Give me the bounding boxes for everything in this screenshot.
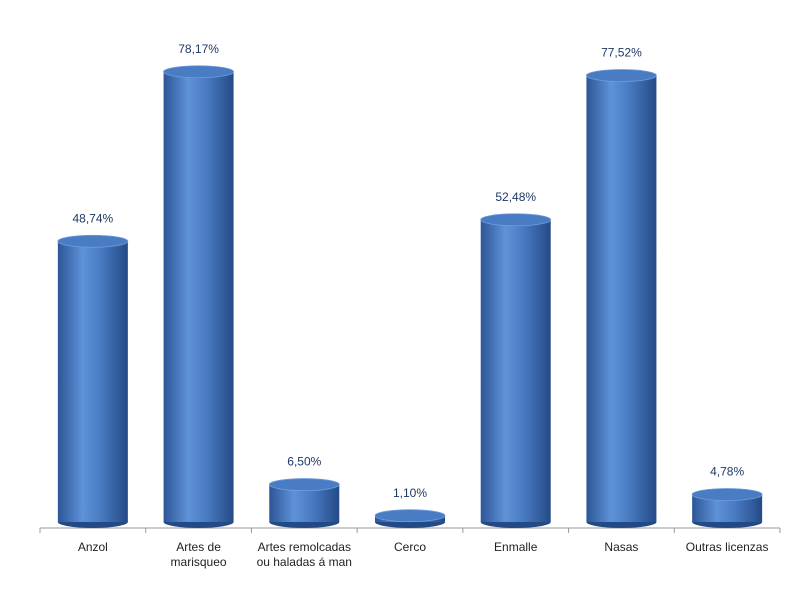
bar-cap [268, 478, 340, 491]
bar-cap [374, 509, 446, 523]
value-label: 52,48% [495, 190, 536, 204]
value-label: 4,78% [710, 465, 744, 479]
value-label: 1,10% [393, 486, 427, 500]
bar [586, 75, 657, 522]
x-tick-label: Nasas [604, 540, 639, 554]
bar [57, 241, 128, 522]
x-tick-label: Enmalle [494, 540, 538, 554]
value-label: 48,74% [73, 211, 114, 225]
x-tick-label: Outras licenzas [685, 540, 769, 554]
bar-cap [480, 213, 552, 227]
bar-cap [57, 234, 129, 248]
value-label: 77,52% [601, 46, 642, 60]
x-tick-label: Artes remolcadas ou haladas á man [256, 540, 352, 569]
value-label: 6,50% [287, 455, 321, 469]
bar-cap [163, 65, 234, 79]
x-tick-label: Cerco [393, 540, 426, 554]
x-tick-label: Artes de marisqueo [170, 540, 227, 569]
bar-cap [586, 69, 657, 82]
bar [480, 219, 551, 522]
bar-cap [691, 488, 763, 501]
bar [163, 71, 234, 523]
x-tick-label: Anzol [77, 540, 108, 554]
value-label: 78,17% [178, 42, 219, 56]
